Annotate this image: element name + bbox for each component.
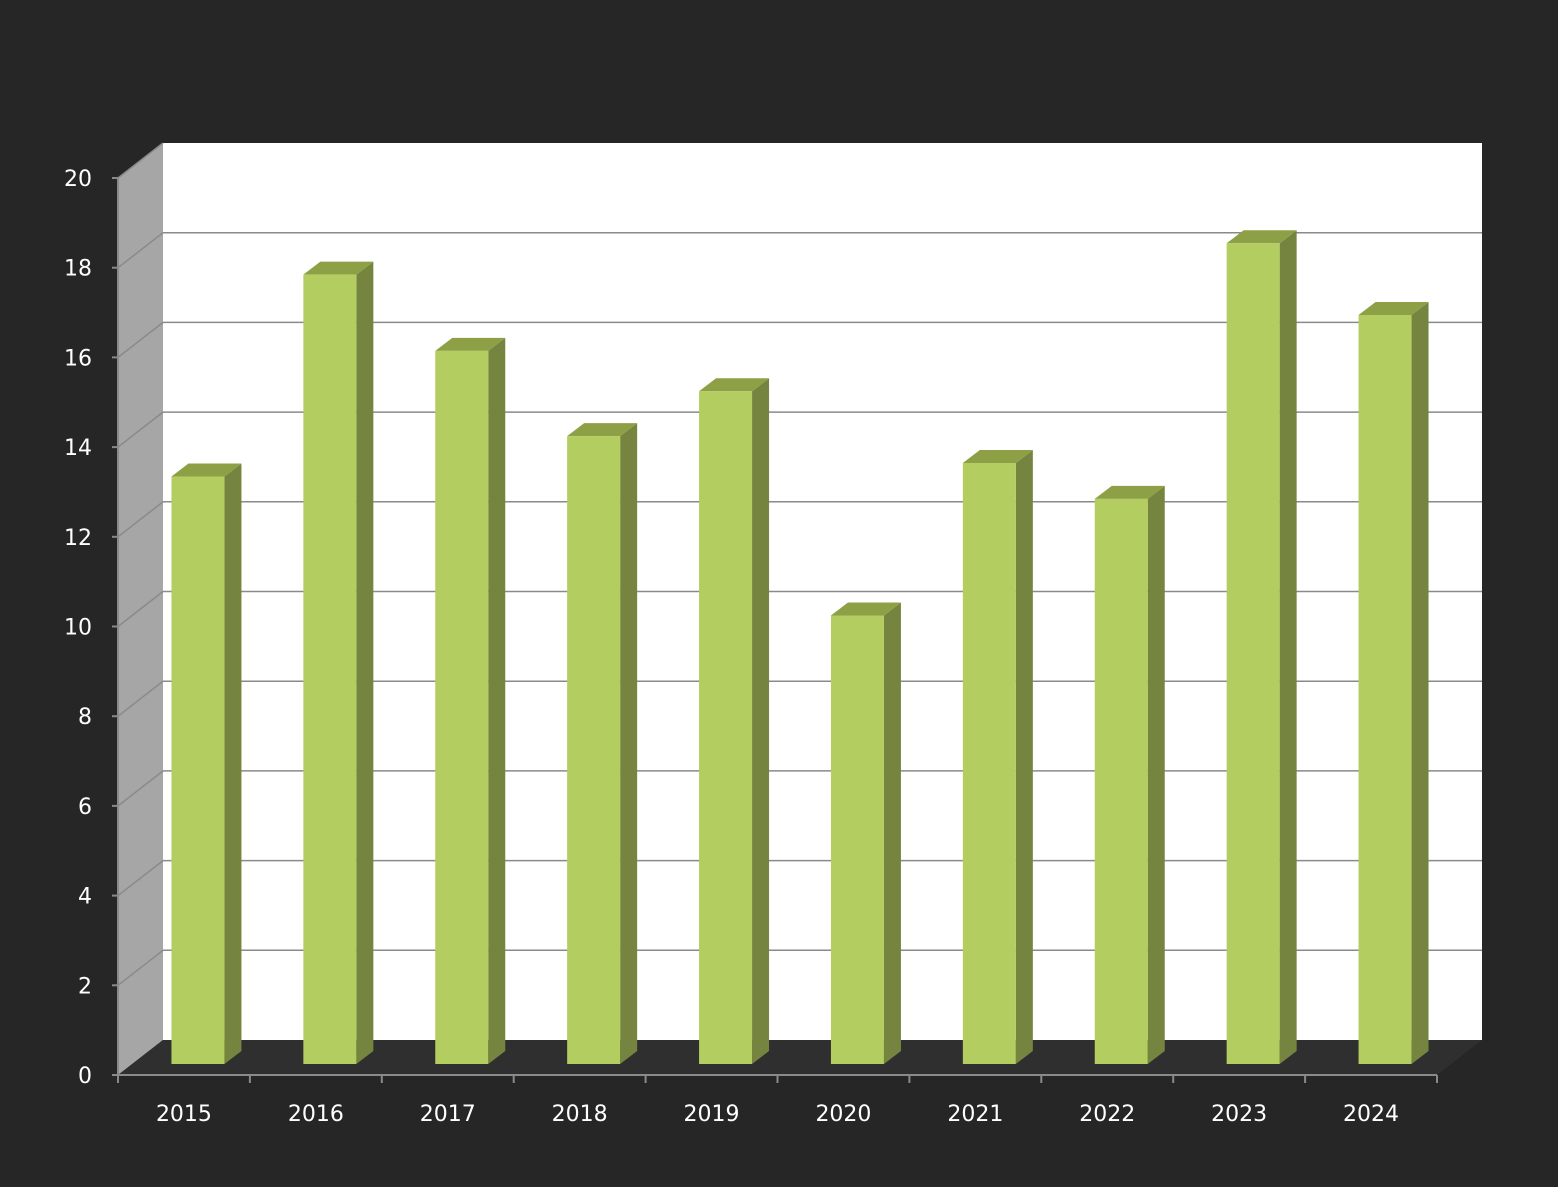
bar-top [1094, 485, 1165, 499]
bar-side [883, 602, 901, 1064]
y-tick-label: 2 [78, 974, 92, 999]
x-tick-label: 2016 [288, 1102, 344, 1127]
bar-front [303, 274, 357, 1064]
bar-side [1279, 230, 1297, 1064]
x-tick-label: 2020 [815, 1102, 871, 1127]
y-tick-label: 16 [64, 346, 92, 371]
y-tick-label: 12 [64, 526, 92, 551]
bar-side [1147, 485, 1165, 1064]
axes [112, 177, 1438, 1083]
y-tick-label: 20 [64, 167, 92, 192]
gridline-side [117, 590, 164, 628]
x-tick-label: 2023 [1211, 1102, 1267, 1127]
bar-2018 [567, 423, 638, 1065]
bar-top [1226, 230, 1297, 244]
bar-top [171, 463, 242, 477]
x-tick-label: 2015 [156, 1102, 212, 1127]
bar-side [620, 423, 638, 1065]
bar-front [1226, 243, 1280, 1064]
bar-front [830, 615, 884, 1064]
bar-front [962, 463, 1016, 1064]
bar-top [830, 602, 901, 616]
bar-front [1358, 315, 1412, 1064]
bar-front [1094, 498, 1148, 1064]
gridline-side [117, 770, 164, 807]
gridline-side [117, 949, 164, 986]
bar-front [435, 350, 489, 1064]
gridline-side [117, 411, 164, 448]
bar-top [1358, 302, 1429, 316]
gridline-side [117, 501, 164, 538]
bar-side [224, 463, 242, 1065]
y-tick-label: 6 [78, 795, 92, 820]
gridline-side [117, 142, 164, 179]
bar-2022 [1094, 485, 1165, 1064]
y-axis-tick-labels: 0 2 4 6 8 10 12 14 16 18 20 [64, 167, 92, 1089]
bar-2016 [303, 261, 374, 1064]
bar-front [699, 391, 753, 1064]
bar-2023 [1226, 230, 1297, 1064]
bar-side [488, 337, 506, 1064]
bar-side [1015, 450, 1033, 1064]
bar-top [699, 378, 770, 392]
x-tick-label: 2022 [1079, 1102, 1135, 1127]
bar-front [171, 476, 225, 1065]
x-tick-label: 2021 [947, 1102, 1003, 1127]
gridline-side [117, 232, 164, 269]
gridline-side [117, 860, 164, 897]
x-axis-tick-labels: 2015 2016 2017 2018 2019 2020 2021 2022 2023 2024 [156, 1102, 1399, 1127]
bar-top [962, 450, 1033, 464]
bar-2017 [435, 337, 506, 1064]
y-tick-label: 14 [64, 436, 92, 461]
bar-2024 [1358, 302, 1429, 1064]
bar-2021 [962, 450, 1033, 1064]
bar-2020 [830, 602, 901, 1064]
y-tick-label: 8 [78, 705, 92, 730]
gridline-side [117, 680, 164, 717]
x-tick-label: 2024 [1343, 1102, 1399, 1127]
x-tick-label: 2019 [684, 1102, 740, 1127]
bar-side [1411, 302, 1429, 1064]
y-tick-label: 18 [64, 257, 92, 282]
bar-front [567, 436, 621, 1065]
gridline-side [117, 321, 164, 358]
y-tick-label: 4 [78, 885, 92, 910]
bar-side [752, 378, 770, 1064]
bar-top [435, 337, 506, 351]
bar-side [356, 261, 374, 1064]
bar-top [303, 261, 374, 275]
bar-2019 [699, 378, 770, 1064]
x-tick-label: 2018 [552, 1102, 608, 1127]
y-tick-label: 10 [64, 616, 92, 641]
x-tick-label: 2017 [420, 1102, 476, 1127]
bar-top [567, 423, 638, 437]
y-tick-label: 0 [78, 1064, 92, 1089]
bar-2015 [171, 463, 242, 1065]
bars [171, 230, 1429, 1065]
